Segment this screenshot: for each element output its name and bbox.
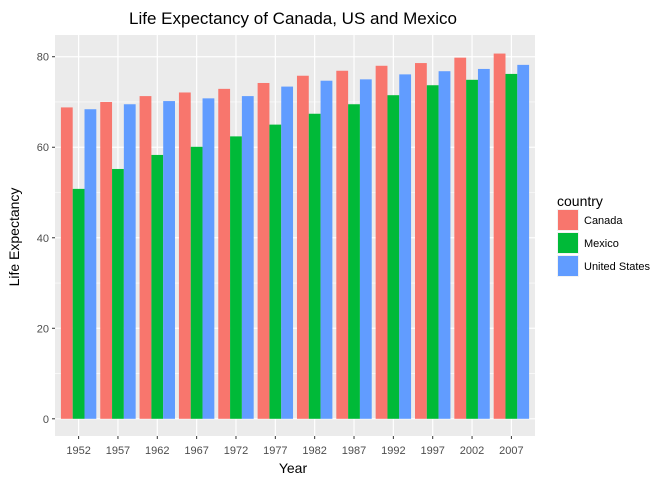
bar-mexico-1957 [112, 168, 124, 419]
bar-canada-1977 [257, 82, 270, 419]
x-tick-label: 1987 [342, 445, 366, 457]
bar-united-states-1977 [281, 86, 294, 419]
x-axis: 1952 1957 1962 1967 1972 1977 1982 1987 1992 1997… [66, 436, 524, 457]
bar-united-states-1967 [202, 98, 215, 419]
bar-canada-1957 [100, 101, 113, 419]
bar-mexico-1967 [190, 146, 203, 419]
bar-mexico-1962 [151, 154, 164, 419]
bar-united-states-2007 [517, 64, 530, 419]
x-tick-label: 1997 [420, 445, 444, 457]
legend-swatch-canada [558, 210, 578, 230]
x-tick-label: 2002 [460, 445, 484, 457]
legend-swatch-mexico [558, 233, 578, 253]
x-tick-label: 1972 [224, 445, 248, 457]
legend: country Canada Mexico United States [557, 193, 651, 277]
y-axis: 0 20 40 60 80 [37, 52, 55, 426]
x-tick-label: 1967 [184, 445, 208, 457]
bar-canada-1987 [336, 70, 349, 419]
y-tick-label: 60 [37, 142, 49, 154]
x-axis-title: Year [279, 460, 308, 476]
x-tick-label: 1962 [145, 445, 169, 457]
bar-canada-2002 [454, 57, 467, 419]
bar-mexico-1987 [348, 104, 360, 419]
x-tick-label: 1992 [381, 445, 405, 457]
legend-label: United States [584, 261, 651, 273]
legend-label: Mexico [584, 238, 619, 250]
bar-united-states-1952 [84, 109, 97, 419]
bar-united-states-1992 [399, 74, 412, 419]
bar-united-states-1997 [438, 71, 451, 419]
legend-swatch-united-states [558, 256, 578, 276]
bar-canada-1982 [296, 75, 309, 419]
y-tick-label: 80 [37, 52, 49, 64]
x-tick-label: 1957 [106, 445, 130, 457]
y-tick-label: 0 [43, 414, 49, 426]
bar-united-states-2002 [477, 68, 490, 419]
chart-title: Life Expectancy of Canada, US and Mexico [129, 9, 457, 28]
bar-canada-1972 [218, 88, 231, 419]
bar-mexico-1972 [230, 136, 242, 419]
bar-mexico-1982 [308, 113, 321, 419]
x-tick-label: 2007 [499, 445, 523, 457]
bar-canada-1967 [178, 92, 191, 419]
bar-united-states-1982 [320, 80, 333, 419]
bar-united-states-1972 [241, 96, 254, 419]
x-tick-label: 1952 [66, 445, 90, 457]
bar-canada-1992 [375, 65, 388, 419]
x-tick-label: 1982 [302, 445, 326, 457]
bar-united-states-1962 [163, 101, 175, 419]
y-tick-label: 20 [37, 323, 49, 335]
bar-united-states-1957 [123, 104, 136, 419]
bar-united-states-1987 [359, 79, 372, 419]
x-tick-label: 1977 [263, 445, 287, 457]
bar-canada-1997 [415, 63, 427, 419]
bar-canada-1962 [139, 96, 152, 419]
bar-mexico-1997 [426, 85, 439, 419]
bar-mexico-2002 [466, 79, 478, 419]
bar-canada-1952 [60, 107, 73, 419]
bar-mexico-1992 [387, 95, 400, 419]
y-axis-title: Life Expectancy [6, 188, 22, 287]
bar-mexico-2007 [505, 73, 518, 419]
bar-mexico-1977 [269, 124, 282, 419]
bars [60, 53, 530, 419]
legend-title: country [557, 193, 603, 209]
y-tick-label: 40 [37, 233, 49, 245]
legend-label: Canada [584, 215, 623, 227]
bar-mexico-1952 [72, 188, 85, 419]
bar-canada-2007 [493, 53, 506, 419]
